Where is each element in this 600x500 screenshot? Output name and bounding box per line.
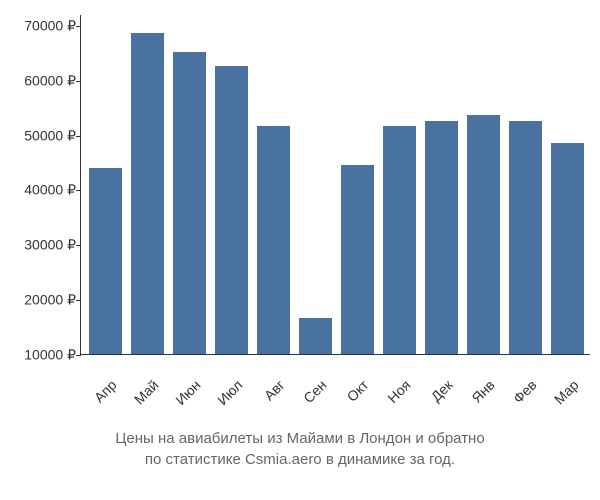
- bar-Фев: [509, 121, 542, 354]
- caption-line-1: Цены на авиабилеты из Майами в Лондон и …: [0, 428, 600, 449]
- bar-Июн: [173, 52, 206, 354]
- bar-Дек: [425, 121, 458, 354]
- bar-Сен: [299, 318, 332, 354]
- y-tick-mark: [76, 300, 81, 301]
- bars-group: [84, 14, 588, 354]
- y-tick-label: 30000 ₽: [24, 237, 76, 254]
- bar-Апр: [89, 168, 122, 354]
- y-tick-mark: [76, 26, 81, 27]
- price-chart: 10000 ₽20000 ₽30000 ₽40000 ₽50000 ₽60000…: [80, 15, 590, 385]
- y-tick-label: 10000 ₽: [24, 347, 76, 364]
- bar-Ноя: [383, 126, 416, 354]
- bar-Янв: [467, 115, 500, 354]
- y-tick-label: 40000 ₽: [24, 182, 76, 199]
- bar-Июл: [215, 66, 248, 354]
- caption-line-2: по статистике Csmia.aero в динамике за г…: [0, 449, 600, 470]
- bar-Авг: [257, 126, 290, 354]
- y-tick-mark: [76, 190, 81, 191]
- y-tick-label: 50000 ₽: [24, 127, 76, 144]
- y-tick-mark: [76, 245, 81, 246]
- y-tick-label: 70000 ₽: [24, 17, 76, 34]
- bar-Мар: [551, 143, 584, 354]
- y-tick-mark: [76, 81, 81, 82]
- chart-caption: Цены на авиабилеты из Майами в Лондон и …: [0, 428, 600, 470]
- y-axis: 10000 ₽20000 ₽30000 ₽40000 ₽50000 ₽60000…: [8, 15, 76, 355]
- chart-plot-area: 10000 ₽20000 ₽30000 ₽40000 ₽50000 ₽60000…: [80, 15, 590, 355]
- y-tick-label: 20000 ₽: [24, 292, 76, 309]
- y-tick-mark: [76, 136, 81, 137]
- y-tick-mark: [76, 355, 81, 356]
- y-tick-label: 60000 ₽: [24, 72, 76, 89]
- bar-Окт: [341, 165, 374, 354]
- x-axis: АпрМайИюнИюлАвгСенОктНояДекЯнвФевМар: [83, 358, 587, 418]
- bar-Май: [131, 33, 164, 354]
